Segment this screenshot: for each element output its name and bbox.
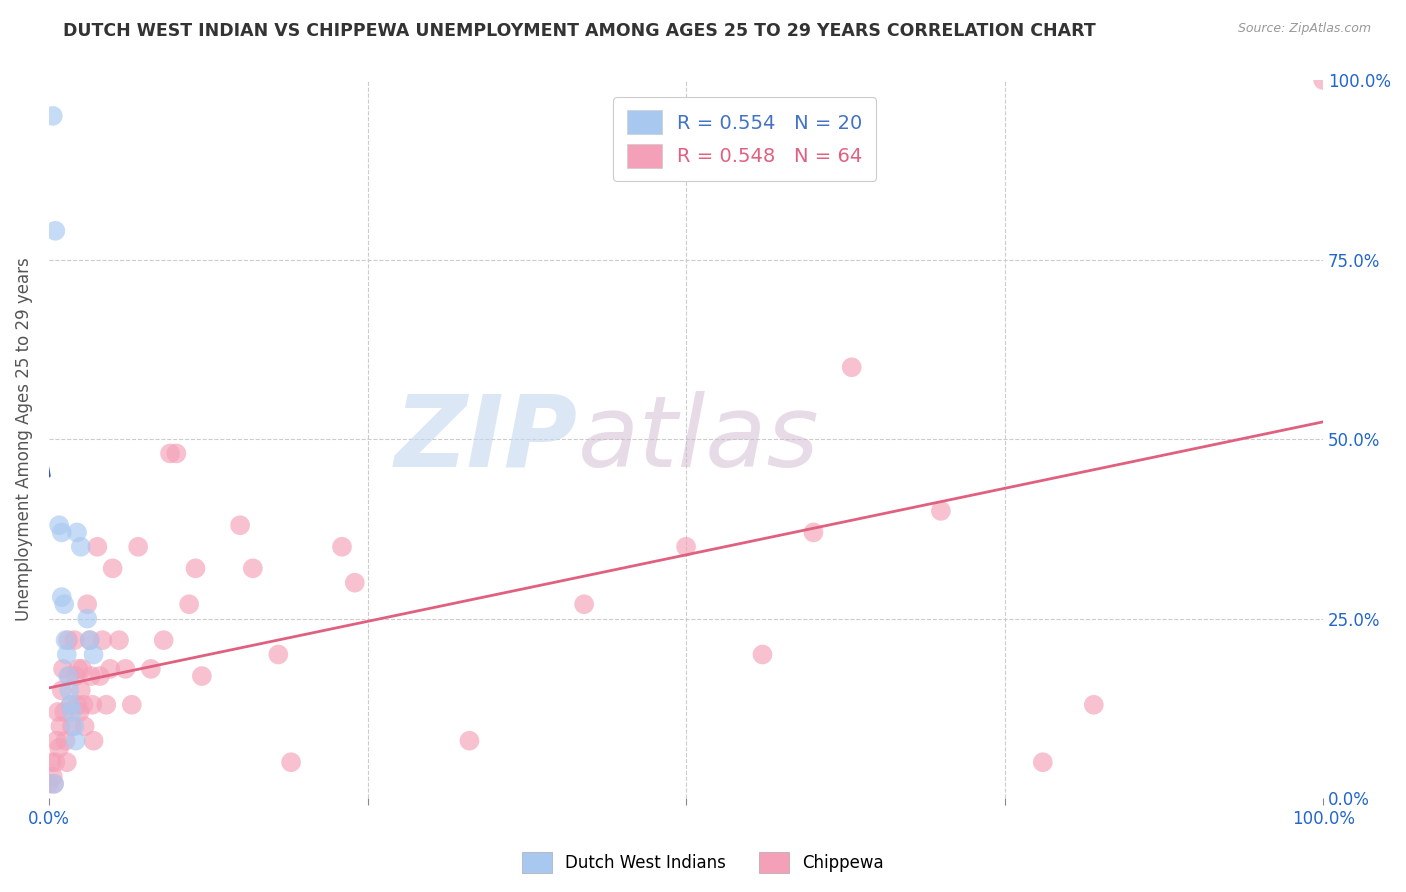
Point — [86, 540, 108, 554]
Point — [38, 777, 60, 791]
Point — [46, 705, 69, 719]
Point — [66, 525, 89, 540]
Point — [159, 446, 181, 460]
Point — [280, 756, 302, 770]
Point — [72, 698, 94, 712]
Point — [179, 597, 201, 611]
Legend: Dutch West Indians, Chippewa: Dutch West Indians, Chippewa — [515, 846, 891, 880]
Point — [91, 633, 114, 648]
Point — [108, 633, 131, 648]
Point — [76, 597, 98, 611]
Point — [52, 662, 75, 676]
Point — [42, 777, 65, 791]
Point — [1312, 73, 1334, 87]
Point — [841, 360, 863, 375]
Point — [79, 633, 101, 648]
Point — [49, 719, 72, 733]
Point — [191, 669, 214, 683]
Point — [242, 561, 264, 575]
Point — [69, 705, 91, 719]
Point — [751, 648, 773, 662]
Point — [69, 540, 91, 554]
Point — [127, 540, 149, 554]
Point — [1083, 698, 1105, 712]
Point — [53, 597, 76, 611]
Point — [41, 756, 63, 770]
Point — [69, 683, 91, 698]
Point — [60, 719, 83, 733]
Y-axis label: Unemployment Among Ages 25 to 29 years: Unemployment Among Ages 25 to 29 years — [15, 257, 32, 621]
Point — [70, 662, 93, 676]
Point — [83, 733, 105, 747]
Point — [51, 683, 73, 698]
Point — [45, 733, 67, 747]
Text: atlas: atlas — [578, 391, 820, 488]
Point — [267, 648, 290, 662]
Point — [58, 669, 80, 683]
Point — [82, 698, 104, 712]
Text: Source: ZipAtlas.com: Source: ZipAtlas.com — [1237, 22, 1371, 36]
Point — [1032, 756, 1054, 770]
Point — [67, 662, 90, 676]
Point — [165, 446, 187, 460]
Point — [803, 525, 825, 540]
Point — [56, 756, 79, 770]
Point — [458, 733, 481, 747]
Point — [139, 662, 162, 676]
Point — [152, 633, 174, 648]
Point — [114, 662, 136, 676]
Text: ZIP: ZIP — [395, 391, 578, 488]
Point — [343, 575, 366, 590]
Point — [929, 504, 952, 518]
Text: DUTCH WEST INDIAN VS CHIPPEWA UNEMPLOYMENT AMONG AGES 25 TO 29 YEARS CORRELATION: DUTCH WEST INDIAN VS CHIPPEWA UNEMPLOYME… — [63, 22, 1097, 40]
Point — [79, 633, 101, 648]
Point — [96, 698, 118, 712]
Point — [76, 611, 98, 625]
Point — [98, 662, 121, 676]
Point — [48, 740, 70, 755]
Point — [83, 648, 105, 662]
Point — [229, 518, 252, 533]
Point — [56, 648, 79, 662]
Point — [330, 540, 353, 554]
Point — [59, 698, 82, 712]
Point — [121, 698, 143, 712]
Point — [42, 109, 65, 123]
Point — [101, 561, 124, 575]
Point — [89, 669, 111, 683]
Point — [48, 518, 70, 533]
Point — [44, 756, 66, 770]
Point — [42, 777, 65, 791]
Point — [65, 733, 87, 747]
Point — [51, 590, 73, 604]
Point — [58, 683, 80, 698]
Point — [59, 698, 82, 712]
Point — [56, 633, 79, 648]
Point — [53, 705, 76, 719]
Point — [66, 698, 89, 712]
Point — [675, 540, 697, 554]
Point — [60, 705, 83, 719]
Point — [55, 733, 77, 747]
Point — [42, 770, 65, 784]
Point — [56, 669, 79, 683]
Point — [184, 561, 207, 575]
Point — [63, 633, 86, 648]
Point — [44, 224, 66, 238]
Point — [73, 719, 96, 733]
Point — [572, 597, 595, 611]
Point — [80, 669, 103, 683]
Point — [51, 525, 73, 540]
Point — [63, 719, 86, 733]
Legend: R = 0.554   N = 20, R = 0.548   N = 64: R = 0.554 N = 20, R = 0.548 N = 64 — [613, 97, 876, 181]
Point — [55, 633, 77, 648]
Point — [65, 669, 87, 683]
